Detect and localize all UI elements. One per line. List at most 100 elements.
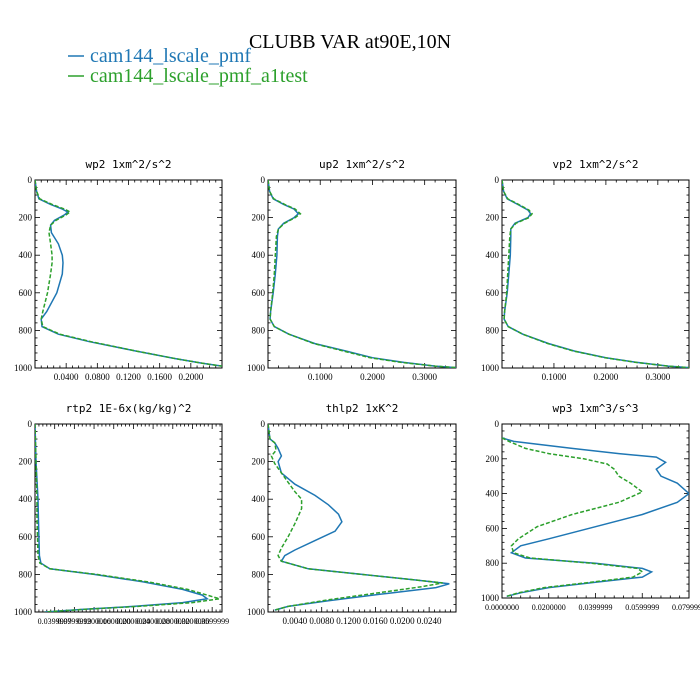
ytick-label-2-0: 0 [495,175,500,185]
ytick-label-5-1: 200 [486,454,500,464]
ytick-label-3-5: 1000 [14,607,33,617]
ytick-label-0-3: 600 [19,288,33,298]
ytick-label-4-3: 600 [252,532,266,542]
ytick-label-4-5: 1000 [247,607,266,617]
ytick-label-2-1: 200 [486,213,500,223]
ytick-label-1-0: 0 [261,175,266,185]
ytick-label-1-3: 600 [252,288,266,298]
series-line-3-0 [35,424,210,612]
legend-label-1: cam144_lscale_pmf_a1test [90,65,308,87]
ytick-label-2-5: 1000 [481,363,500,373]
panel-title-5: wp3 1xm^3/s^3 [552,402,638,415]
xtick-label-1-1: 0.2000 [360,372,385,382]
ytick-label-0-2: 400 [19,250,33,260]
xtick-label-3-6: 0.2800000 [156,617,190,626]
series-line-1-1 [268,180,456,368]
ytick-label-0-1: 200 [19,213,33,223]
xtick-label-5-1: 0.0200000 [532,603,566,612]
ytick-label-0-4: 800 [19,325,33,335]
legend: cam144_lscale_pmfcam144_lscale_pmf_a1tes… [68,45,308,87]
panel-4: thlp2 1xK^2 0 200 400 600 800 1000 0.0040 0.0080… [247,402,457,626]
ytick-label-4-4: 800 [252,569,266,579]
xtick-label-1-2: 0.3000 [412,372,437,382]
xtick-label-4-4: 0.0200 [390,616,415,626]
panel-frame-4 [267,423,457,613]
series-line-3-1 [35,424,220,612]
figure-title: CLUBB VAR at90E,10N [249,31,451,53]
xtick-label-2-1: 0.2000 [594,372,619,382]
ytick-label-1-4: 800 [252,325,266,335]
panel-title-1: up2 1xm^2/s^2 [319,158,405,171]
series-line-2-1 [502,180,689,368]
ytick-label-4-1: 200 [252,457,266,467]
series-line-5-1 [502,437,644,598]
ytick-label-5-3: 600 [486,523,500,533]
xtick-label-3-5: 0.2400000 [136,617,170,626]
xtick-label-3-4: 0.2000000 [116,617,150,626]
series-line-4-1 [268,424,443,611]
xtick-label-4-0: 0.0040 [282,616,307,626]
panel-title-3: rtp2 1E-6x(kg/kg)^2 [66,402,192,415]
xtick-label-4-3: 0.0160 [363,616,388,626]
ytick-label-1-1: 200 [252,213,266,223]
panel-1: up2 1xm^2/s^2 0 200 400 600 800 1000 0.1000 0.20… [247,158,457,382]
xtick-label-3-1: 0.0799999 [57,617,91,626]
xtick-label-0-1: 0.0800 [85,372,110,382]
ytick-label-2-4: 800 [486,325,500,335]
xtick-label-2-2: 0.3000 [645,372,670,382]
ytick-label-3-1: 200 [19,457,33,467]
xtick-label-2-0: 0.1000 [542,372,567,382]
panel-0: wp2 1xm^2/s^2 0 200 400 600 800 1000 0.0400 0.08… [14,158,223,382]
panel-3: rtp2 1E-6x(kg/kg)^2 0 200 400 600 800 1000 0.03… [14,402,229,626]
ytick-label-2-3: 600 [486,288,500,298]
series-line-2-0 [502,180,689,368]
ytick-label-1-2: 400 [252,250,266,260]
xtick-label-4-5: 0.0240 [417,616,442,626]
ytick-label-5-0: 0 [495,419,500,429]
xtick-label-4-2: 0.1200 [336,616,361,626]
xtick-label-0-4: 0.2000 [178,372,203,382]
xtick-label-0-0: 0.0400 [54,372,79,382]
xtick-label-1-0: 0.1000 [308,372,333,382]
ytick-label-2-2: 400 [486,250,500,260]
xtick-label-5-4: 0.0799999 [672,603,700,612]
panel-title-4: thlp2 1xK^2 [326,402,399,415]
xtick-label-3-8: 0.3599999 [195,617,229,626]
series-line-0-1 [35,180,222,367]
xtick-label-5-3: 0.0599999 [625,603,659,612]
ytick-label-0-0: 0 [28,175,33,185]
xtick-label-0-3: 0.1600 [147,372,172,382]
xtick-label-3-2: 0.1200000 [77,617,111,626]
panel-title-2: vp2 1xm^2/s^2 [552,158,638,171]
panels: wp2 1xm^2/s^2 0 200 400 600 800 1000 0.0400 0.08… [14,158,700,626]
series-line-1-0 [268,180,456,368]
series-line-5-0 [502,437,689,598]
ytick-label-3-2: 400 [19,494,33,504]
xtick-label-5-0: 0.0000000 [485,603,519,612]
panel-frame-1 [267,179,457,369]
series-line-4-0 [268,424,450,611]
ytick-label-1-5: 1000 [247,363,266,373]
xtick-label-3-7: 0.3200000 [175,617,209,626]
ytick-label-4-2: 400 [252,494,266,504]
ytick-label-4-0: 0 [261,419,266,429]
ytick-label-5-4: 800 [486,558,500,568]
legend-label-0: cam144_lscale_pmf [90,45,251,67]
panel-frame-2 [501,179,690,369]
xtick-label-4-1: 0.0080 [309,616,334,626]
ytick-label-3-4: 800 [19,569,33,579]
panel-title-0: wp2 1xm^2/s^2 [85,158,171,171]
ytick-label-3-0: 0 [28,419,33,429]
xtick-label-3-0: 0.0399999 [38,617,72,626]
ytick-label-3-3: 600 [19,532,33,542]
xtick-label-5-2: 0.0399999 [579,603,613,612]
ytick-label-5-5: 1000 [481,593,500,603]
panel-frame-3 [34,423,223,613]
xtick-label-0-2: 0.1200 [116,372,141,382]
panel-2: vp2 1xm^2/s^2 0 200 400 600 800 1000 0.1000 0.20… [481,158,690,382]
ytick-label-0-5: 1000 [14,363,33,373]
xtick-label-3-3: 0.1600000 [97,617,131,626]
ytick-label-5-2: 400 [486,489,500,499]
